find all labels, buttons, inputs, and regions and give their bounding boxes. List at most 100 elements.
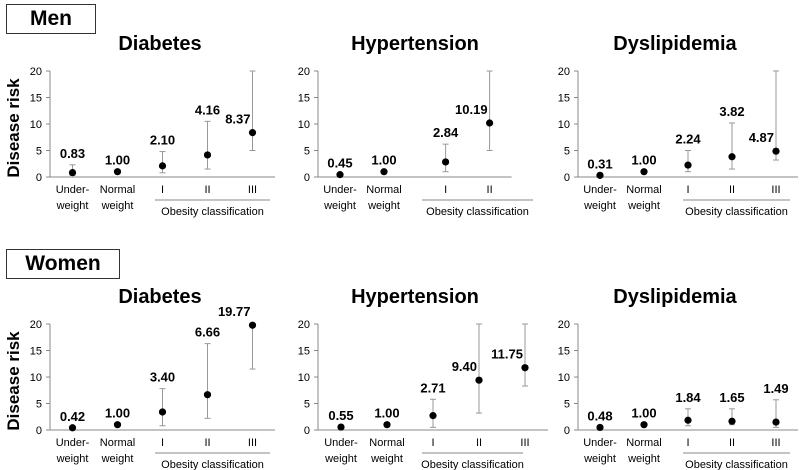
chart-title: Diabetes: [118, 286, 201, 308]
data-point: [203, 151, 212, 159]
x-tick-label: II: [729, 184, 735, 196]
x-tick-label: II: [729, 437, 735, 449]
data-label: 0.31: [587, 156, 612, 171]
x-tick-label: II: [204, 184, 210, 196]
x-tick-label: Normal weight: [626, 184, 661, 212]
data-label: 0.55: [328, 408, 353, 423]
data-label: 4.87: [749, 130, 774, 145]
x-tick-label: Normal weight: [626, 437, 661, 465]
chart-panel-men-diabetes: Diabetes 0 5 10 15 20 Under-weight Normal weight…: [30, 33, 275, 218]
bracket-label: Obesity classification: [161, 459, 264, 470]
chart-panel-men-hypertension: Hypertension 0 5 10 15 20 Under-weight Normal we…: [298, 33, 533, 218]
y-tick-label: 0: [564, 172, 570, 184]
x-tick-label: III: [771, 184, 780, 196]
x-tick-label: II: [476, 437, 482, 449]
data-label: 1.00: [374, 406, 399, 421]
chart-panel-women-dyslipidemia: Dyslipidemia 0 5 10 15 20 Under-weight Normal we…: [558, 286, 798, 470]
data-label: 0.83: [60, 146, 85, 161]
y-tick-label: 5: [564, 146, 570, 158]
data-label: 4.16: [195, 102, 220, 117]
y-tick-label: 20: [30, 319, 42, 331]
women-group-label: Women: [6, 249, 120, 279]
x-tick-label: I: [444, 184, 447, 196]
x-tick-label: I: [686, 437, 689, 449]
data-label: 1.65: [719, 390, 744, 405]
data-label: 0.42: [60, 409, 85, 424]
data-label: 1.00: [105, 153, 130, 168]
chart-panel-men-dyslipidemia: Dyslipidemia 0 5 10 15 20 Under-weight Normal we…: [558, 33, 798, 218]
data-point: [203, 391, 212, 399]
bracket-label: Obesity classification: [421, 459, 524, 470]
data-label: 3.40: [150, 370, 175, 385]
chart-title: Diabetes: [118, 33, 201, 55]
data-point: [684, 416, 692, 424]
data-label: 1.49: [763, 381, 788, 396]
data-label: 1.00: [631, 406, 656, 421]
x-tick-label: Normal weight: [369, 437, 404, 465]
x-tick-label: II: [487, 184, 493, 196]
data-point: [728, 153, 736, 161]
data-label: 2.24: [675, 132, 701, 147]
x-tick-label: III: [520, 437, 529, 449]
data-point: [475, 376, 483, 384]
data-label: 2.71: [420, 380, 445, 395]
y-tick-label: 10: [558, 372, 570, 384]
men-group-label: Men: [6, 4, 96, 34]
data-point: [640, 421, 648, 429]
x-tick-label: I: [161, 437, 164, 449]
data-label: 1.00: [105, 406, 130, 421]
y-tick-label: 0: [304, 425, 310, 437]
data-label: 11.75: [491, 347, 523, 362]
data-point: [380, 168, 388, 176]
data-point: [113, 168, 122, 176]
y-tick-label: 0: [36, 172, 42, 184]
data-point: [248, 129, 257, 137]
data-label: 1.00: [631, 153, 656, 168]
y-tick-label: 10: [558, 119, 570, 131]
y-tick-label: 20: [30, 66, 42, 78]
bracket-label: Obesity classification: [685, 459, 788, 470]
data-label: 2.84: [433, 125, 459, 140]
data-point: [684, 161, 692, 169]
data-point: [336, 171, 344, 179]
bracket-label: Obesity classification: [685, 206, 788, 218]
y-tick-label: 10: [30, 119, 42, 131]
y-tick-label: 0: [304, 172, 310, 184]
y-tick-label: 20: [298, 66, 310, 78]
y-tick-label: 20: [558, 319, 570, 331]
data-label: 0.45: [327, 156, 352, 171]
data-point: [158, 408, 167, 416]
data-label: 3.82: [719, 104, 744, 119]
x-tick-label: III: [771, 437, 780, 449]
y-tick-label: 15: [298, 93, 310, 105]
x-tick-label: Normal weight: [366, 184, 401, 212]
chart-title: Hypertension: [351, 33, 479, 55]
x-tick-label: Under-weight: [56, 437, 90, 465]
x-tick-label: Under-weight: [324, 437, 358, 465]
chart-panel-women-hypertension: Hypertension 0 5 10 15 20 Under-weight Normal we…: [298, 286, 548, 470]
x-tick-label: Under-weight: [323, 184, 357, 212]
data-label: 19.77: [218, 304, 251, 319]
data-label: 9.40: [452, 359, 477, 374]
chart-panel-women-diabetes: Diabetes 0 5 10 15 20 Under-weight Normal weight…: [30, 286, 275, 470]
y-tick-label: 15: [30, 346, 42, 358]
data-point: [68, 169, 77, 177]
data-point: [640, 168, 648, 176]
data-point: [113, 421, 122, 429]
data-point: [596, 423, 604, 432]
data-label: 6.66: [195, 325, 220, 340]
y-tick-label: 5: [36, 399, 42, 411]
data-label: 10.19: [455, 102, 488, 117]
x-tick-label: I: [431, 437, 434, 449]
x-tick-label: Normal weight: [100, 184, 135, 212]
y-tick-label: 15: [298, 346, 310, 358]
data-label: 1.84: [675, 390, 701, 405]
x-tick-label: Under-weight: [583, 437, 617, 465]
data-point: [383, 421, 391, 429]
chart-title: Dyslipidemia: [613, 286, 737, 308]
data-label: 2.10: [150, 133, 175, 148]
bracket-label: Obesity classification: [161, 206, 264, 218]
bracket-label: Obesity classification: [426, 206, 529, 218]
data-point: [158, 162, 167, 170]
